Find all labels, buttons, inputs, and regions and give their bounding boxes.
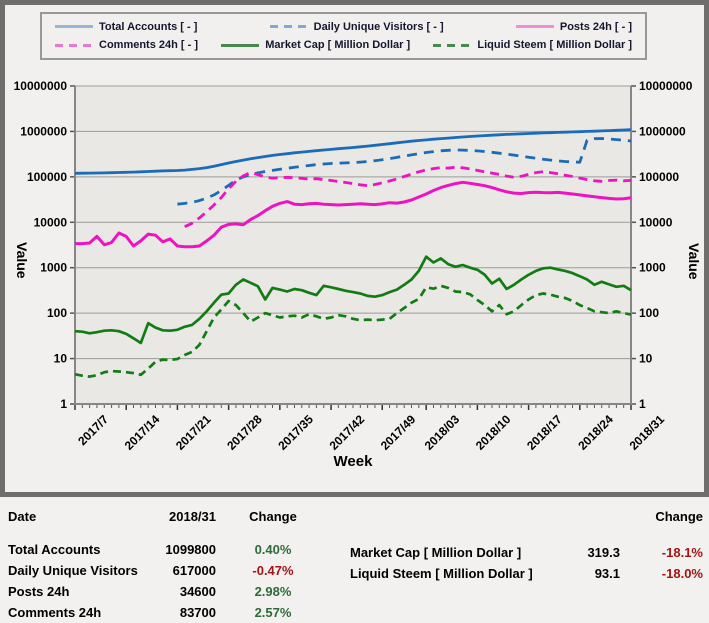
row-change: -18.1% xyxy=(661,545,703,560)
y-axis-title-left: Value xyxy=(14,242,30,279)
y-axis-label-left: 1000000 xyxy=(20,124,67,138)
x-axis-label: 2018/24 xyxy=(575,412,616,453)
row-value: 319.3 xyxy=(587,545,620,560)
legend-label: Total Accounts [ - ] xyxy=(99,20,198,33)
row-label: Total Accounts xyxy=(8,542,101,557)
y-axis-label-right: 10 xyxy=(639,352,653,366)
y-axis-label-right: 10000 xyxy=(639,215,673,229)
y-axis-label-right: 100000 xyxy=(639,170,679,184)
series-liquid-steem xyxy=(74,284,632,378)
row-value: 83700 xyxy=(179,605,216,620)
y-axis-label-right: 1000000 xyxy=(639,124,686,138)
x-axis-label: 2017/49 xyxy=(378,412,419,453)
x-axis-label: 2017/42 xyxy=(327,412,368,453)
legend-label: Posts 24h [ - ] xyxy=(559,20,632,33)
legend-item-comments-24h: Comments 24h [ - ] xyxy=(55,39,198,51)
line-sample-market-cap-icon xyxy=(221,43,260,47)
legend-item-posts-24h: Posts 24h [ - ] xyxy=(515,20,632,33)
x-axis-label: 2017/28 xyxy=(224,412,265,453)
row-label: Posts 24h xyxy=(8,584,70,599)
row-value: 617000 xyxy=(172,563,216,578)
line-sample-liquid-steem-icon xyxy=(433,43,472,47)
x-axis-label: 2018/17 xyxy=(524,412,565,453)
legend-label: Liquid Steem [ Million Dollar ] xyxy=(477,39,632,52)
legend-label: Market Cap [ Million Dollar ] xyxy=(265,39,411,52)
plot-area xyxy=(75,86,631,404)
y-axis-label-right: 1000 xyxy=(639,261,666,275)
row-label: Daily Unique Visitors xyxy=(8,563,138,578)
table-header-change-right: Change xyxy=(655,509,703,524)
line-sample-comments-24h-icon xyxy=(55,43,93,47)
legend-item-total-accounts: Total Accounts [ - ] xyxy=(55,21,197,33)
x-axis-label: 2018/03 xyxy=(422,412,463,453)
table-header-date: Date xyxy=(8,509,37,524)
y-axis-label-right: 1 xyxy=(639,397,646,411)
y-axis-label-left: 100000 xyxy=(27,170,67,184)
chart-legend: Total Accounts [ - ] Daily Unique Visito… xyxy=(40,12,647,60)
line-sample-posts-24h-icon xyxy=(515,25,554,29)
row-value: 1099800 xyxy=(165,542,216,557)
y-axis-label-left: 10 xyxy=(54,352,68,366)
x-axis-label: 2017/7 xyxy=(75,412,111,448)
x-axis-label: 2017/21 xyxy=(173,412,214,453)
line-sample-total-accounts-icon xyxy=(55,25,93,29)
series-comments-24h xyxy=(184,165,632,228)
series-total-accounts xyxy=(74,128,632,175)
y-axis-label-left: 100 xyxy=(47,306,67,320)
legend-item-daily-unique-visitors: Daily Unique Visitors [ - ] xyxy=(269,20,444,33)
x-axis-title: Week xyxy=(334,453,374,470)
row-change: 2.57% xyxy=(254,605,292,620)
row-change: -0.47% xyxy=(252,563,294,578)
legend-item-liquid-steem: Liquid Steem [ Million Dollar ] xyxy=(433,39,632,51)
legend-label: Comments 24h [ - ] xyxy=(99,39,199,52)
table-header-change-left: Change xyxy=(249,509,297,524)
x-axis-label: 2017/35 xyxy=(275,412,316,453)
legend-row-2: Comments 24h [ - ] Market Cap [ Million … xyxy=(42,39,645,51)
legend-row-1: Total Accounts [ - ] Daily Unique Visito… xyxy=(42,21,645,33)
chart-canvas: 10000000 10000000 1000000 1000000 100000 1000… xyxy=(14,79,702,470)
y-axis-label-right: 10000000 xyxy=(639,79,693,93)
y-axis-label-left: 1 xyxy=(60,397,67,411)
y-axis-label-left: 1000 xyxy=(40,261,67,275)
table-header-date-value: 2018/31 xyxy=(169,509,216,524)
x-axis-label: 2017/14 xyxy=(122,412,163,453)
y-axis-label-right: 100 xyxy=(639,306,659,320)
x-axis-label: 2018/10 xyxy=(473,412,514,453)
line-sample-daily-unique-visitors-icon xyxy=(269,25,308,29)
row-change: -18.0% xyxy=(661,566,703,581)
row-value: 34600 xyxy=(179,584,216,599)
row-change: 2.98% xyxy=(254,584,292,599)
series-market-cap xyxy=(74,255,632,345)
y-axis-label-left: 10000000 xyxy=(14,79,68,93)
x-axis-label: 2018/31 xyxy=(627,412,668,453)
y-axis-label-left: 10000 xyxy=(34,215,68,229)
row-change: 0.40% xyxy=(254,542,292,557)
y-axis-title-right: Value xyxy=(686,243,702,280)
series-posts-24h xyxy=(75,180,632,249)
row-label: Liquid Steem [ Million Dollar ] xyxy=(350,566,533,581)
legend-item-market-cap: Market Cap [ Million Dollar ] xyxy=(221,39,410,51)
row-value: 93.1 xyxy=(594,566,620,581)
row-label: Market Cap [ Million Dollar ] xyxy=(350,545,522,560)
legend-label: Daily Unique Visitors [ - ] xyxy=(313,20,444,33)
row-label: Comments 24h xyxy=(8,605,102,620)
